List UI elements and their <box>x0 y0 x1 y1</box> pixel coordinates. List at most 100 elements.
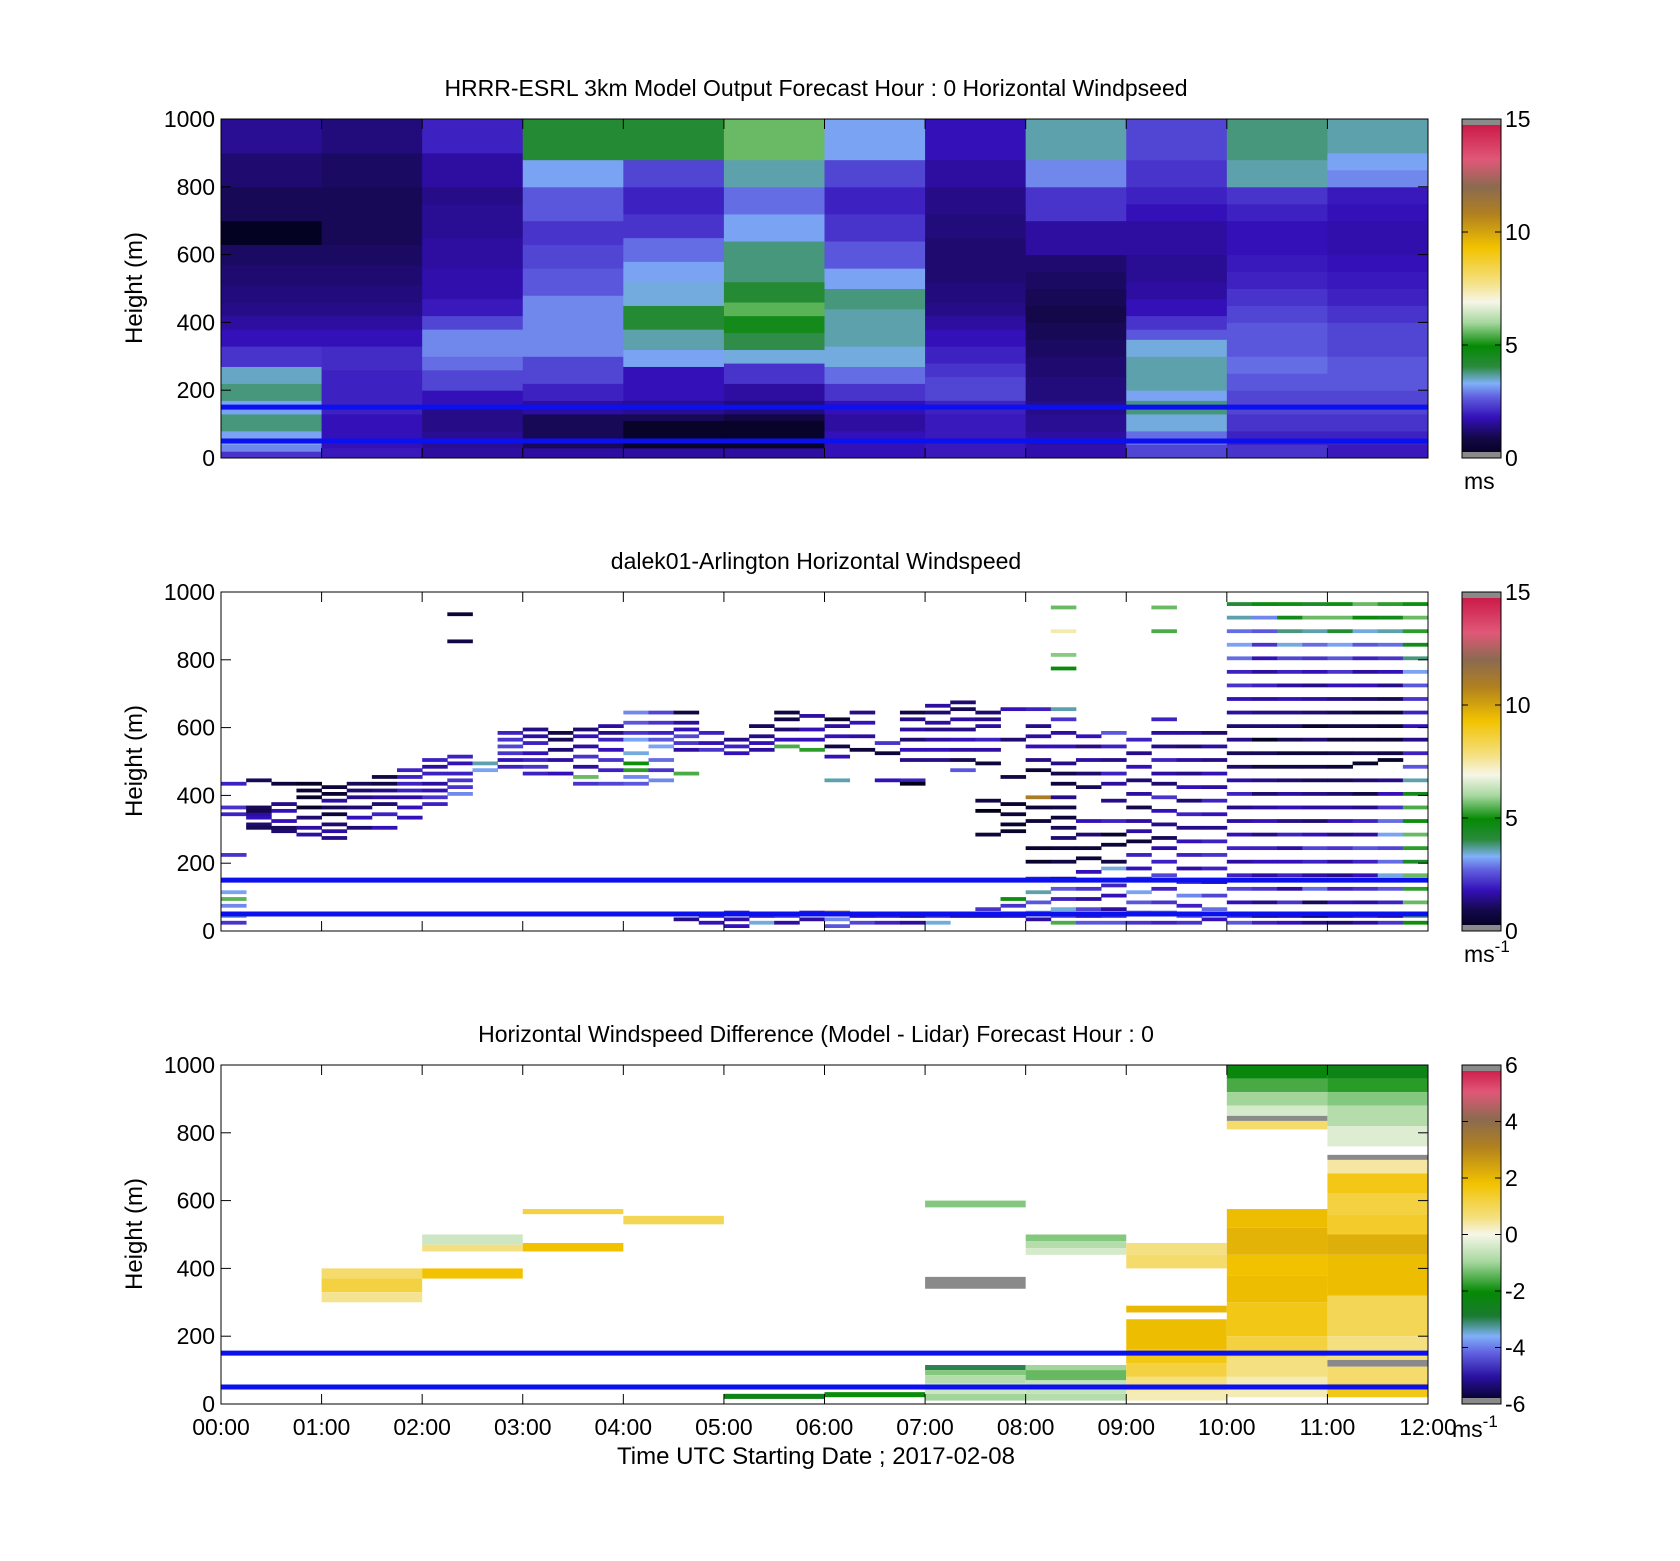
heatmap-cell <box>573 781 599 786</box>
heatmap-cell <box>1025 413 1127 432</box>
heatmap-cell <box>925 186 1027 215</box>
heatmap-cell <box>1327 683 1353 688</box>
heatmap-cell <box>1226 1115 1328 1121</box>
heatmap-cell <box>422 186 524 205</box>
heatmap-cell <box>1377 615 1404 620</box>
heatmap-cell <box>648 758 675 762</box>
heatmap-cell <box>1402 873 1428 878</box>
heatmap-cell <box>1050 761 1077 766</box>
heatmap-cell <box>522 771 549 776</box>
heatmap-cell <box>1226 683 1253 688</box>
heatmap-cell <box>1000 707 1027 712</box>
heatmap-cell <box>1251 832 1278 837</box>
heatmap-cell <box>824 754 851 759</box>
heatmap-cell <box>422 203 524 239</box>
heatmap-cell <box>1050 707 1077 712</box>
heatmap-cell <box>1302 697 1328 701</box>
heatmap-cell <box>271 829 297 834</box>
x-tick-label: 05:00 <box>695 1414 753 1440</box>
heatmap-cell <box>1025 1248 1127 1255</box>
heatmap-cell <box>648 710 675 715</box>
heatmap-cell <box>422 764 448 769</box>
heatmap-cell <box>1201 785 1228 790</box>
heatmap-cell <box>723 744 750 749</box>
heatmap-cell <box>1377 778 1404 783</box>
heatmap-cell <box>648 778 675 783</box>
heatmap-cell <box>925 1276 1026 1289</box>
heatmap-cell <box>246 815 272 820</box>
heatmap-cell <box>925 159 1027 188</box>
heatmap-cell <box>874 741 901 745</box>
heatmap-cell <box>321 413 423 432</box>
heatmap-cell <box>1025 1241 1127 1249</box>
heatmap-cell <box>1126 373 1228 391</box>
heatmap-cell <box>221 329 323 347</box>
heatmap-cell <box>1277 832 1303 837</box>
heatmap-cell <box>1201 853 1228 857</box>
heatmap-cell <box>1151 781 1177 786</box>
heatmap-cell <box>1176 771 1203 776</box>
heatmap-cell <box>849 734 876 739</box>
heatmap-cell <box>1126 203 1228 222</box>
heatmap-cell <box>321 315 423 330</box>
heatmap-cell <box>925 720 951 725</box>
heatmap-cell <box>472 768 499 773</box>
heatmap-cell <box>1251 629 1278 634</box>
heatmap-cell <box>623 420 725 435</box>
heatmap-cell <box>1126 920 1152 925</box>
heatmap-cell <box>1050 730 1077 735</box>
heatmap-cell <box>447 754 473 759</box>
heatmap-cell <box>346 781 373 786</box>
heatmap-cell <box>1025 186 1127 222</box>
heatmap-cell <box>1126 413 1228 432</box>
heatmap-cell <box>547 771 574 776</box>
colorbar-tick-label: 15 <box>1505 579 1531 605</box>
heatmap-cell <box>950 727 976 732</box>
heatmap-cell <box>573 764 599 769</box>
heatmap-cell <box>1251 778 1278 783</box>
colorbar-tick-label: 4 <box>1505 1109 1518 1135</box>
heatmap-cell <box>246 778 272 783</box>
heatmap-cell <box>321 302 423 317</box>
heatmap-cell <box>221 302 323 317</box>
heatmap-cell <box>623 383 725 401</box>
colorbar-tick-label: 10 <box>1505 692 1531 718</box>
heatmap-cell <box>296 825 322 830</box>
heatmap-cell <box>547 758 574 762</box>
heatmap-cell <box>1352 656 1379 661</box>
heatmap-cell <box>1000 802 1027 806</box>
heatmap-cell <box>1377 920 1404 925</box>
heatmap-cell <box>1000 897 1027 901</box>
heatmap-cell <box>1377 805 1404 810</box>
heatmap-cell <box>221 119 323 154</box>
heatmap-cell <box>1327 751 1353 756</box>
heatmap-cell <box>1226 669 1253 674</box>
heatmap-cell <box>1025 339 1127 357</box>
y-tick-label: 200 <box>177 1323 215 1349</box>
heatmap-cell <box>925 315 1027 330</box>
heatmap-cell <box>925 1393 1026 1401</box>
heatmap-cell <box>1126 1242 1227 1255</box>
heatmap-cell <box>799 747 825 752</box>
heatmap-cell <box>321 220 423 245</box>
heatmap-cell <box>749 747 775 752</box>
heatmap-cell <box>1302 846 1328 851</box>
heatmap-cell <box>1352 710 1379 715</box>
heatmap-cell <box>1226 764 1253 769</box>
heatmap-cell <box>975 907 1001 912</box>
heatmap-cell <box>1000 822 1027 827</box>
heatmap-cell <box>1377 873 1404 878</box>
heatmap-cell <box>824 717 851 722</box>
heatmap-cell <box>1327 778 1353 783</box>
heatmap-cell <box>522 329 624 357</box>
heatmap-cell <box>623 159 725 188</box>
heatmap-cell <box>1327 1173 1428 1194</box>
heatmap-cell <box>824 119 926 161</box>
y-tick-label: 0 <box>202 918 215 944</box>
heatmap-cell <box>1050 653 1077 657</box>
heatmap-cell <box>925 737 951 742</box>
heatmap-cell <box>1226 751 1253 756</box>
heatmap-cell <box>1302 615 1328 620</box>
heatmap-cell <box>1101 781 1127 786</box>
heatmap-cell <box>1025 356 1127 378</box>
